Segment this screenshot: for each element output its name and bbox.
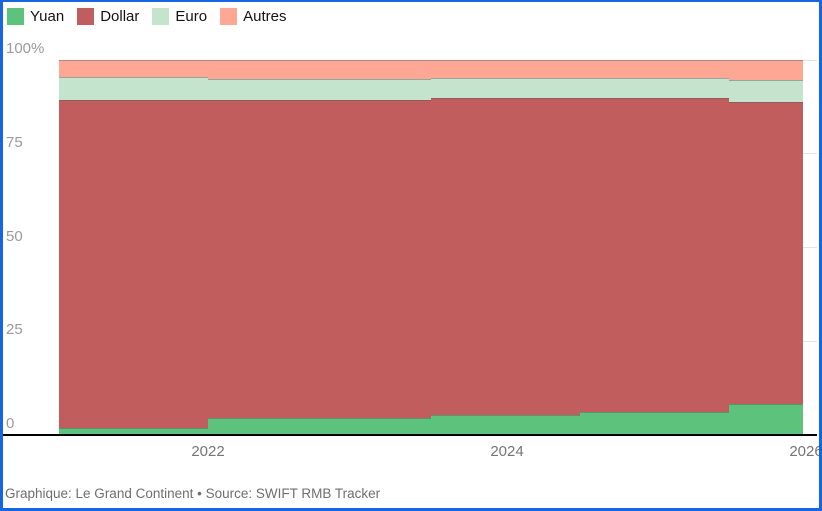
source-caption: Graphique: Le Grand Continent • Source: … — [5, 486, 381, 501]
y-axis-label-25: 25 — [6, 321, 23, 339]
area-euro-segment-2 — [431, 77, 580, 99]
legend-swatch-icon — [77, 8, 95, 25]
area-euro-segment-4 — [728, 80, 803, 102]
legend-item-autres[interactable]: Autres — [220, 8, 286, 25]
legend-swatch-icon — [152, 8, 170, 25]
legend-swatch-icon — [7, 8, 24, 25]
stack-segment-1 — [207, 59, 431, 435]
area-autres-segment-1 — [207, 59, 431, 79]
area-dollar-segment-4 — [728, 101, 803, 405]
stack-segment-0 — [59, 59, 208, 435]
area-autres-segment-3 — [579, 59, 729, 78]
area-dollar-segment-0 — [59, 100, 208, 429]
legend-label: Autres — [243, 8, 287, 25]
x-axis-line — [3, 434, 817, 436]
legend-label: Yuan — [30, 8, 65, 25]
legend-item-yuan[interactable]: Yuan — [7, 8, 64, 25]
y-axis-label-0: 0 — [6, 415, 15, 432]
stack-segment-3 — [579, 59, 729, 435]
area-euro-segment-0 — [59, 77, 208, 100]
area-yuan-segment-4 — [728, 404, 803, 435]
area-dollar-segment-3 — [579, 98, 729, 412]
legend-item-euro[interactable]: Euro — [152, 8, 207, 25]
area-dollar-segment-2 — [431, 98, 580, 416]
area-yuan-segment-0 — [59, 428, 208, 435]
legend-item-dollar[interactable]: Dollar — [77, 8, 139, 25]
area-yuan-segment-1 — [207, 418, 431, 435]
area-euro-segment-1 — [207, 78, 431, 101]
y-axis-label-100: 100% — [6, 40, 45, 57]
area-yuan-segment-3 — [579, 411, 729, 435]
chart-legend: Yuan Dollar Euro Autres — [7, 8, 286, 25]
area-yuan-segment-2 — [431, 415, 580, 435]
x-axis-label-2026: 2026 — [789, 443, 822, 460]
x-axis-label-2024: 2024 — [490, 443, 524, 460]
x-axis-label-2022: 2022 — [191, 443, 225, 460]
area-dollar-segment-1 — [207, 100, 431, 419]
legend-swatch-icon — [220, 8, 238, 25]
stack-segment-2 — [431, 59, 580, 435]
area-autres-segment-2 — [431, 59, 580, 78]
area-autres-segment-4 — [728, 59, 803, 81]
y-axis-label-75: 75 — [6, 133, 23, 151]
legend-label: Euro — [175, 8, 208, 25]
area-autres-segment-0 — [59, 59, 208, 78]
stack-segment-4 — [728, 59, 803, 435]
legend-label: Dollar — [100, 8, 140, 25]
y-axis-label-50: 50 — [6, 227, 23, 245]
area-euro-segment-3 — [579, 77, 729, 99]
